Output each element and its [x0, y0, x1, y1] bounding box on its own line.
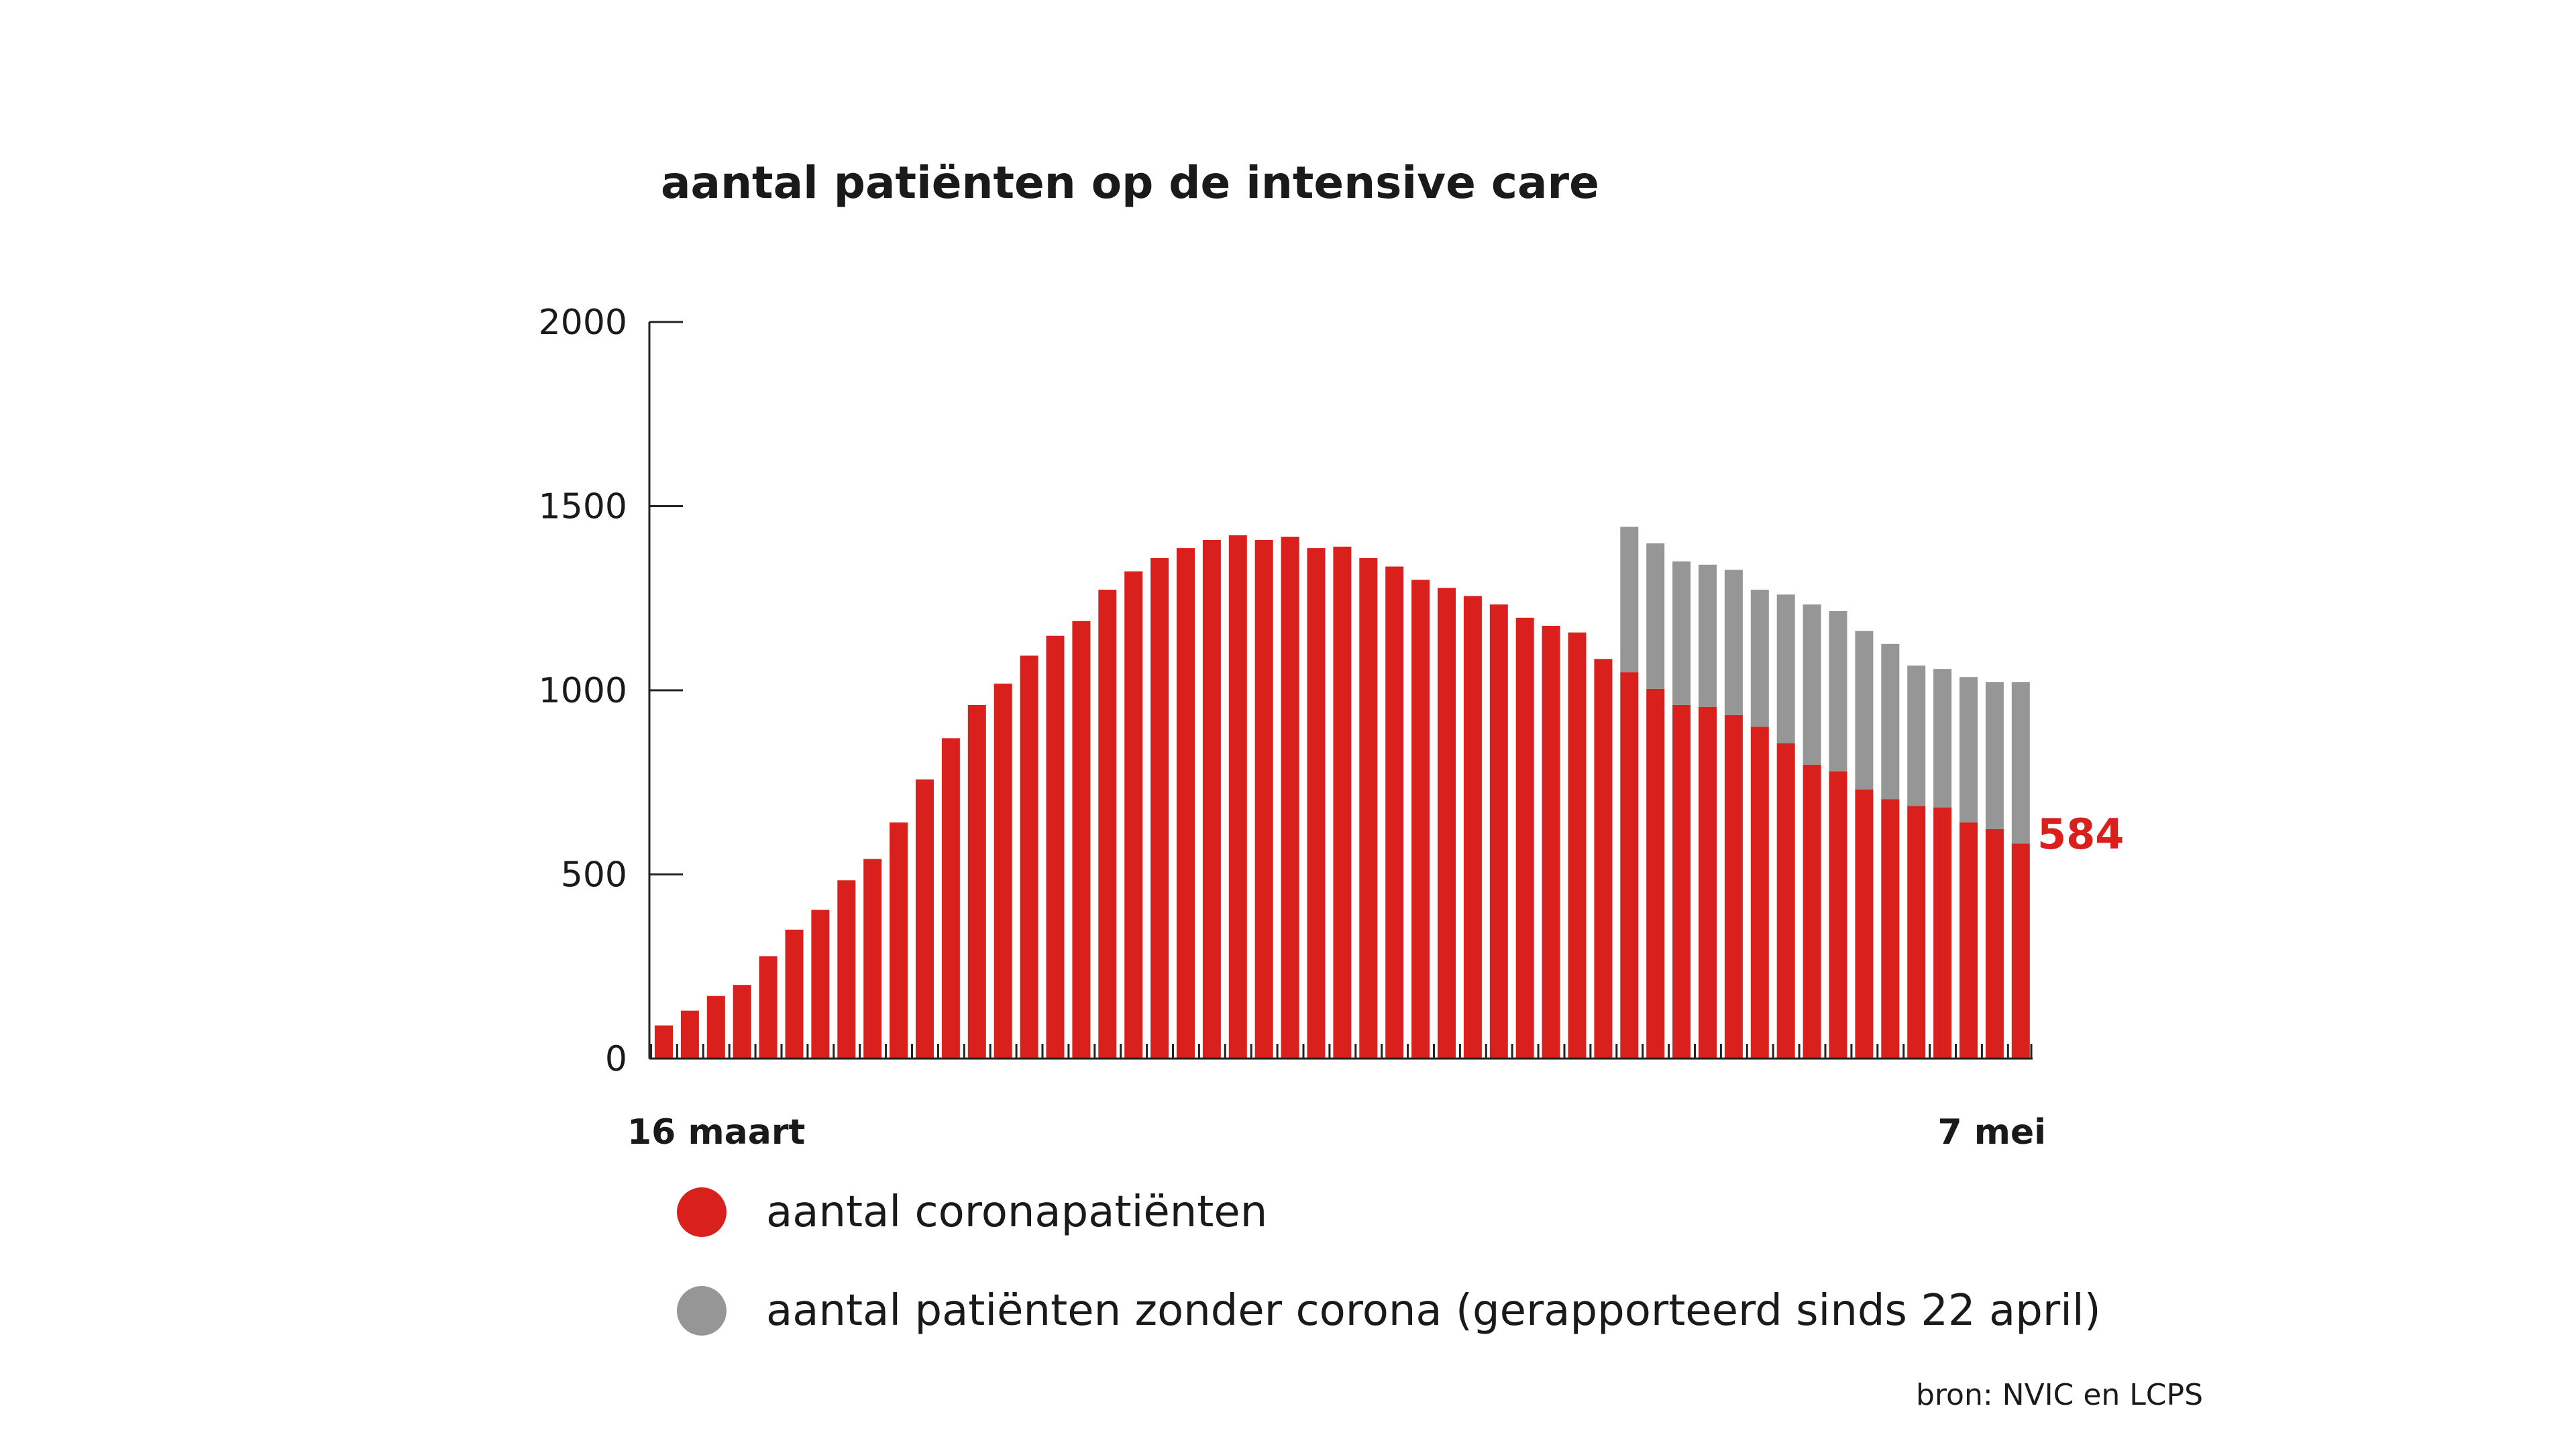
- bar-non-corona: [1829, 610, 1847, 771]
- bar-non-corona: [2011, 682, 2030, 844]
- bar-corona: [1438, 588, 1456, 1059]
- x-end-label: 7 mei: [1937, 1112, 2046, 1152]
- bar-corona: [785, 929, 804, 1059]
- bar-corona: [1699, 706, 1717, 1059]
- bar-corona: [1333, 546, 1352, 1059]
- bar-corona: [1881, 799, 1900, 1059]
- legend-swatch-corona: [677, 1187, 727, 1237]
- bar-corona: [1177, 548, 1195, 1059]
- bar-corona: [1020, 655, 1038, 1059]
- bar-corona: [1907, 806, 1926, 1059]
- bar-corona: [1594, 659, 1613, 1059]
- legend-label-corona: aantal coronapatiënten: [766, 1187, 1267, 1237]
- bar-corona: [811, 910, 830, 1059]
- bar-corona: [1855, 789, 1874, 1059]
- bar-corona: [1829, 771, 1847, 1059]
- bar-corona: [1568, 632, 1587, 1059]
- bar-corona: [1489, 604, 1508, 1059]
- x-start-label: 16 maart: [627, 1112, 805, 1152]
- bar-non-corona: [1620, 527, 1639, 673]
- bar-corona: [1724, 714, 1743, 1059]
- bar-non-corona: [1803, 604, 1821, 765]
- legend-label-non-corona: aantal patiënten zonder corona (gerappor…: [766, 1286, 2101, 1336]
- bar-corona: [1150, 557, 1169, 1059]
- y-axis: 0 500 1000 1500 2000: [539, 303, 683, 1079]
- bar-corona: [1985, 828, 2004, 1059]
- bar-corona: [1202, 540, 1221, 1059]
- bar-corona: [1098, 590, 1117, 1059]
- bar-corona: [1672, 704, 1691, 1059]
- bar-corona: [1750, 727, 1769, 1059]
- bar-corona: [1072, 621, 1091, 1059]
- y-tick-label: 1000: [539, 671, 627, 711]
- bar-non-corona: [1907, 665, 1926, 806]
- bar-non-corona: [1933, 669, 1952, 808]
- bar-corona: [1124, 571, 1143, 1059]
- bar-corona: [1411, 580, 1430, 1059]
- bar-corona: [1933, 807, 1952, 1059]
- bar-corona: [733, 985, 751, 1059]
- bar-corona: [941, 738, 960, 1059]
- bar-corona: [1515, 617, 1534, 1059]
- bar-corona: [1359, 557, 1378, 1059]
- bar-corona: [655, 1025, 673, 1059]
- bar-corona: [916, 779, 934, 1059]
- y-tick-label: 500: [561, 855, 627, 896]
- bar-corona: [994, 684, 1012, 1059]
- bar-corona: [1542, 625, 1560, 1059]
- bar-corona: [863, 859, 882, 1059]
- bar-corona: [1463, 596, 1482, 1059]
- bar-corona: [1046, 635, 1065, 1059]
- bar-non-corona: [1699, 564, 1717, 707]
- bar-corona: [706, 996, 725, 1059]
- bar-corona: [1281, 537, 1299, 1059]
- bar-corona: [967, 704, 986, 1059]
- legend: aantal coronapatiënten aantal patiënten …: [677, 1187, 2101, 1336]
- bar-corona: [759, 956, 777, 1059]
- bar-corona: [890, 822, 908, 1059]
- bar-corona: [1803, 764, 1821, 1059]
- bar-corona: [2011, 843, 2030, 1059]
- bar-non-corona: [1985, 682, 2004, 829]
- bar-non-corona: [1960, 677, 1978, 823]
- bar-non-corona: [1750, 590, 1769, 727]
- bar-non-corona: [1855, 631, 1874, 790]
- bar-corona: [1228, 535, 1247, 1059]
- source-note: bron: NVIC en LCPS: [1916, 1378, 2203, 1412]
- bar-non-corona: [1672, 561, 1691, 705]
- bar-corona: [1776, 743, 1795, 1059]
- bar-non-corona: [1646, 543, 1665, 689]
- y-tick-label: 2000: [539, 303, 627, 343]
- legend-swatch-non-corona: [677, 1286, 727, 1336]
- bar-non-corona: [1881, 643, 1900, 800]
- chart-title: aantal patiënten op de intensive care: [661, 157, 1599, 209]
- bars: [655, 527, 2030, 1059]
- bar-non-corona: [1724, 570, 1743, 715]
- last-value-label: 584: [2037, 810, 2124, 859]
- bar-corona: [1960, 822, 1978, 1059]
- bar-corona: [1307, 548, 1326, 1059]
- bar-non-corona: [1776, 594, 1795, 744]
- bar-corona: [1646, 688, 1665, 1059]
- bar-corona: [837, 880, 856, 1059]
- x-ticks: [650, 1044, 2033, 1059]
- y-tick-label: 1500: [539, 487, 627, 527]
- bar-corona: [680, 1010, 699, 1059]
- bar-corona: [1385, 566, 1404, 1059]
- bar-corona: [1620, 672, 1639, 1059]
- bar-corona: [1254, 540, 1273, 1059]
- y-tick-label: 0: [605, 1039, 627, 1079]
